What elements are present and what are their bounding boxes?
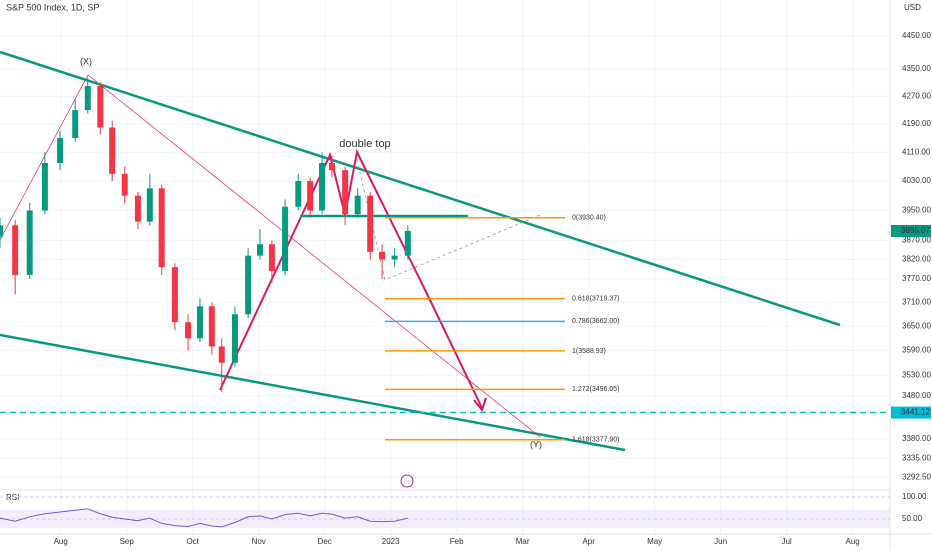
chart-title: S&P 500 Index, 1D, SP: [6, 2, 99, 12]
candle-body: [268, 244, 275, 272]
candle-body: [354, 195, 361, 215]
candle-body: [41, 162, 48, 211]
candle-body: [231, 314, 238, 363]
y-tick-label: 4270.00: [902, 91, 931, 100]
currency: USD: [904, 3, 921, 12]
rsi-line: [0, 508, 408, 528]
y-tick-label: 3650.00: [902, 321, 931, 330]
last-price-label: 3895.07: [901, 226, 930, 235]
candle-body: [0, 225, 3, 237]
y-tick-label: 3870.00: [902, 236, 931, 245]
dashed-triangle: [356, 159, 541, 281]
y-tick-label: 3590.00: [902, 346, 931, 355]
candle-body: [158, 188, 165, 268]
fib-label: 1(3588.93): [572, 348, 606, 355]
x-tick-label: Jun: [714, 537, 727, 546]
candle-body: [196, 306, 203, 339]
candle-body: [307, 181, 314, 211]
y-tick-label: 3710.00: [902, 297, 931, 306]
y-tick-label: 3950.00: [902, 206, 931, 215]
guide-line: [87, 74, 541, 438]
y-tick-label: 4450.00: [902, 31, 931, 40]
wave-line: [0, 74, 89, 241]
candle-body: [121, 173, 128, 196]
rsi-tick-label: 50.00: [902, 514, 923, 523]
x-tick-label: 2023: [382, 537, 400, 546]
candle-body: [328, 162, 335, 171]
y-tick-label: 3530.00: [902, 370, 931, 379]
y-tick-label: 3770.00: [902, 274, 931, 283]
x-tick-label: Feb: [450, 537, 464, 546]
candle-body: [26, 210, 33, 275]
candle-body: [72, 110, 79, 139]
x-tick-label: Apr: [582, 537, 595, 546]
x-tick-label: Aug: [845, 537, 859, 546]
x-tick-label: Mar: [516, 537, 530, 546]
candle-body: [245, 255, 252, 315]
candle-body: [367, 195, 374, 252]
y-tick-label: 3480.00: [902, 391, 931, 400]
candle-body: [57, 138, 64, 163]
x-tick-label: Nov: [252, 537, 266, 546]
candle-body: [218, 346, 225, 363]
channel-lower: [0, 333, 626, 452]
candle-body: [134, 195, 141, 222]
y-tick-label: 4350.00: [902, 64, 931, 73]
rsi-title: RSI: [6, 493, 19, 502]
last-price-tag: [891, 224, 931, 237]
event-icon[interactable]: [400, 474, 414, 488]
candle-body: [185, 322, 192, 339]
candle-body: [342, 170, 349, 215]
candle-body: [12, 225, 19, 275]
y-tick-label: 3292.50: [902, 472, 931, 481]
candle-body: [171, 267, 178, 323]
x-tick-label: Sep: [120, 537, 135, 546]
fib-label: 1.618(3377.90): [572, 437, 619, 444]
y-tick-label: 4030.00: [902, 176, 931, 185]
candle-body: [257, 244, 264, 256]
x-tick-label: May: [647, 537, 662, 546]
candle-body: [208, 306, 215, 347]
level-label: 3441.12: [901, 408, 930, 417]
annotation: (Y): [530, 439, 542, 449]
candle-body: [282, 206, 289, 272]
arrow-head: [473, 397, 487, 413]
y-tick-label: 3820.00: [902, 255, 931, 264]
candle-body: [109, 127, 116, 174]
candle-body: [295, 181, 302, 207]
y-tick-label: 3380.00: [902, 434, 931, 443]
y-tick-label: 4190.00: [902, 119, 931, 128]
candle-body: [146, 188, 153, 222]
channel-upper: [0, 50, 841, 327]
candle-body: [404, 230, 411, 256]
rsi-tick-label: 100.00: [902, 492, 927, 501]
fib-label: 0.786(3662.00): [572, 318, 619, 325]
x-tick-label: Aug: [54, 537, 68, 546]
fib-label: 0.618(3719.37): [572, 295, 619, 302]
annotation: (X): [80, 56, 92, 66]
fib-label: 1.272(3496.05): [572, 386, 619, 393]
x-tick-label: Oct: [186, 537, 199, 546]
x-tick-label: Jul: [781, 537, 791, 546]
y-tick-label: 3335.00: [902, 454, 931, 463]
candle-body: [391, 255, 398, 260]
y-tick-label: 4110.00: [902, 147, 931, 156]
fib-label: 0(3930.40): [572, 215, 606, 222]
candle-body: [97, 86, 104, 128]
candle-body: [379, 251, 386, 260]
x-tick-label: Dec: [318, 537, 332, 546]
level-tag: [891, 406, 931, 419]
annotation: double top: [339, 138, 390, 150]
candle-body: [84, 86, 91, 111]
candle-body: [319, 162, 326, 211]
